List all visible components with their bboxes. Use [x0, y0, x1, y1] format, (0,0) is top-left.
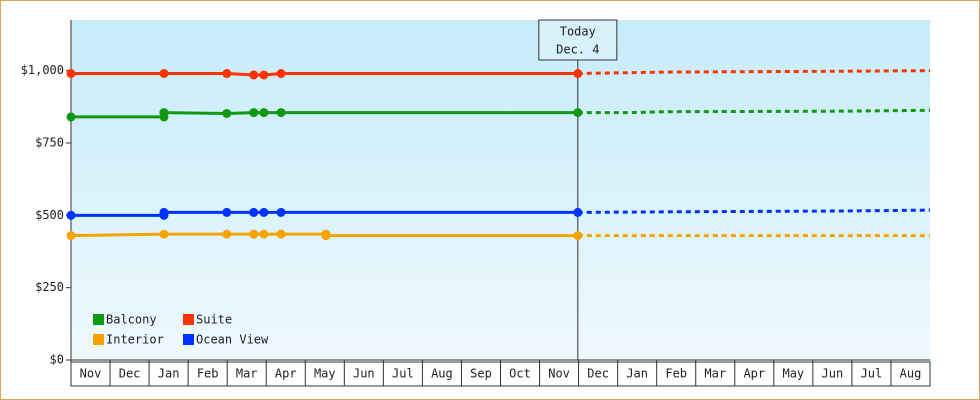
legend-label: Balcony [106, 313, 157, 327]
price-line [71, 72, 578, 77]
price-point [259, 207, 269, 217]
price-point [249, 229, 259, 239]
x-tick-label: Jun [353, 367, 375, 381]
x-tick-label: May [314, 367, 336, 381]
y-tick-label: $750 [35, 135, 64, 149]
x-tick-label: Apr [275, 367, 297, 381]
y-tick-label: $500 [35, 208, 64, 222]
x-tick-label: Jun [822, 367, 844, 381]
legend-label: Suite [196, 313, 232, 327]
legend-swatch [93, 314, 104, 325]
price-point [573, 108, 583, 118]
price-point [159, 207, 169, 217]
price-point [222, 229, 232, 239]
price-point [66, 69, 76, 79]
price-point [66, 210, 76, 220]
legend-label: Ocean View [196, 333, 269, 347]
x-tick-label: Mar [704, 367, 726, 381]
price-point [159, 229, 169, 239]
price-point [573, 69, 583, 79]
forecast-line [577, 208, 931, 214]
plot-area [71, 20, 930, 360]
price-point [276, 207, 286, 217]
price-point [259, 70, 269, 80]
price-point [573, 207, 583, 217]
today-box [538, 19, 618, 61]
price-point [66, 231, 76, 241]
price-point [222, 207, 232, 217]
x-tick-label: Oct [509, 367, 531, 381]
legend-swatch [93, 334, 104, 345]
x-tick-label: Aug [900, 367, 922, 381]
x-tick-label: Nov [80, 367, 102, 381]
price-point [222, 108, 232, 118]
x-tick-label: Mar [236, 367, 258, 381]
legend-swatch [183, 314, 194, 325]
price-point [259, 229, 269, 239]
price-point [249, 108, 259, 118]
today-label: Today [560, 25, 596, 39]
price-point [159, 69, 169, 79]
y-tick-label: $250 [35, 280, 64, 294]
x-tick-label: Jul [861, 367, 883, 381]
x-tick-label: May [782, 367, 804, 381]
price-point [159, 108, 169, 118]
y-tick-label: $1,000 [21, 63, 64, 77]
x-tick-label: Dec [587, 367, 609, 381]
price-point [276, 69, 286, 79]
x-tick-label: Jan [626, 367, 648, 381]
y-tick-label: $0 [50, 353, 64, 367]
price-point [259, 108, 269, 118]
x-tick-label: Jan [158, 367, 180, 381]
legend-label: Interior [106, 333, 164, 347]
x-tick-label: Sep [470, 367, 492, 381]
today-date: Dec. 4 [556, 43, 599, 57]
price-point [573, 231, 583, 241]
price-point [66, 112, 76, 122]
price-point [276, 108, 286, 118]
x-tick-label: Feb [197, 367, 219, 381]
price-point [276, 229, 286, 239]
x-tick-label: Nov [548, 367, 570, 381]
price-point [249, 70, 259, 80]
x-tick-label: Apr [743, 367, 765, 381]
price-point [321, 231, 331, 241]
x-tick-label: Feb [665, 367, 687, 381]
forecast-line [577, 69, 931, 76]
price-point [222, 69, 232, 79]
price-point [249, 207, 259, 217]
x-tick-label: Dec [119, 367, 141, 381]
legend-swatch [183, 334, 194, 345]
x-tick-label: Aug [431, 367, 453, 381]
x-tick-label: Jul [392, 367, 414, 381]
